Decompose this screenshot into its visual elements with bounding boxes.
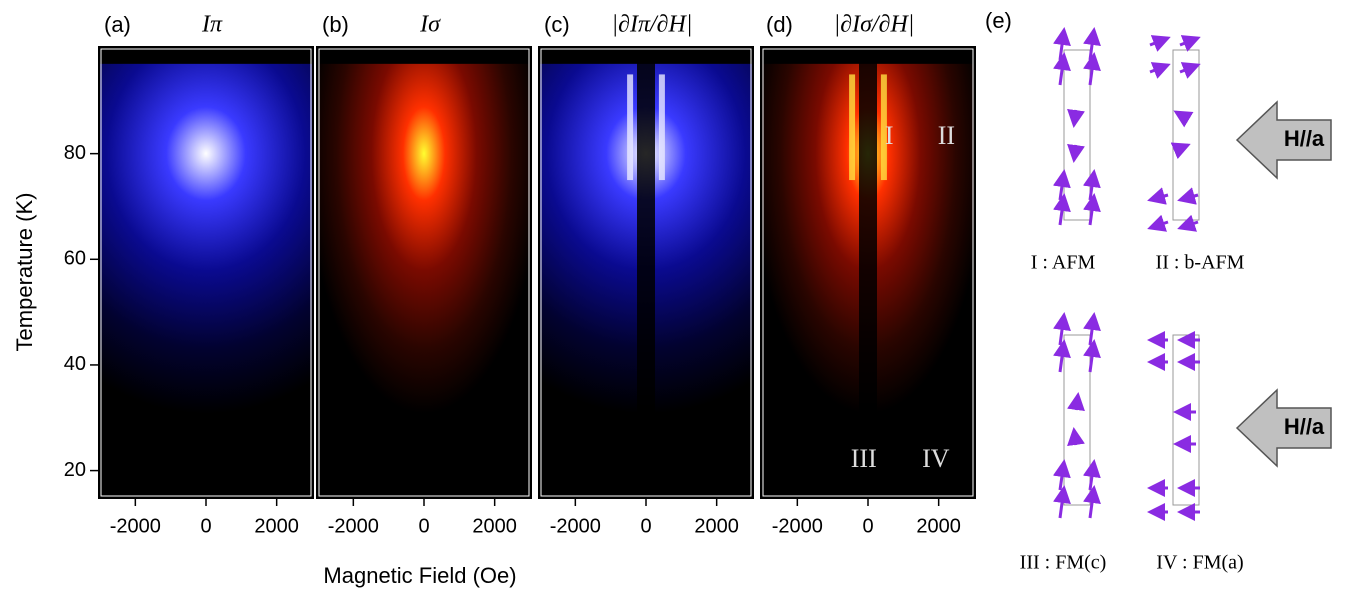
x-tick-label: 2000 bbox=[694, 515, 739, 537]
panel-title: Iσ bbox=[419, 12, 441, 38]
y-tick-label: 20 bbox=[64, 459, 86, 481]
y-axis-label: Temperature (K) bbox=[12, 193, 37, 352]
heatmap-ridge bbox=[627, 74, 634, 181]
heatmap bbox=[318, 63, 530, 498]
x-tick-label: 0 bbox=[640, 515, 651, 537]
field-label: H//a bbox=[1284, 126, 1325, 151]
heatmap-ridge bbox=[880, 74, 887, 181]
heatmap-stripe bbox=[637, 48, 655, 497]
plot-frame-inner bbox=[540, 48, 752, 497]
state-label: III : FM(c) bbox=[1020, 552, 1107, 574]
x-tick-label: 0 bbox=[200, 515, 211, 537]
heatmap-stripe bbox=[859, 48, 877, 497]
state-label: I : AFM bbox=[1031, 252, 1096, 274]
x-tick-label: 0 bbox=[862, 515, 873, 537]
annotation: II bbox=[938, 121, 955, 150]
state-label: II : b-AFM bbox=[1156, 252, 1245, 274]
y-tick-label: 40 bbox=[64, 353, 86, 375]
x-tick-label: 2000 bbox=[254, 515, 299, 537]
panel-label: (a) bbox=[104, 12, 131, 37]
field-label: H//a bbox=[1284, 414, 1325, 439]
panel-label: (d) bbox=[766, 12, 793, 37]
y-tick-label: 80 bbox=[64, 142, 86, 164]
panel-title: |∂Iπ/∂H| bbox=[612, 12, 693, 38]
spins bbox=[1052, 27, 1201, 521]
spin-structures bbox=[1063, 49, 1200, 506]
annotation: III bbox=[851, 444, 877, 473]
panel-label: (e) bbox=[985, 8, 1012, 33]
heatmap-ridge bbox=[849, 74, 856, 181]
x-axis-label: Magnetic Field (Oe) bbox=[323, 563, 516, 588]
annotation: I bbox=[885, 121, 894, 150]
annotation: IV bbox=[922, 444, 950, 473]
x-tick-label: 2000 bbox=[916, 515, 961, 537]
x-tick-label: -2000 bbox=[772, 515, 823, 537]
panel-label: (c) bbox=[544, 12, 570, 37]
panel-label: (b) bbox=[322, 12, 349, 37]
plot-frame-inner bbox=[762, 48, 974, 497]
panel-title: Iπ bbox=[201, 12, 223, 38]
heatmap bbox=[100, 63, 312, 498]
state-label: IV : FM(a) bbox=[1156, 552, 1243, 574]
plot-frame-inner bbox=[318, 48, 530, 497]
y-tick-label: 60 bbox=[64, 248, 86, 270]
x-tick-label: -2000 bbox=[110, 515, 161, 537]
plot-frame-inner bbox=[100, 48, 312, 497]
panel-title: |∂Iσ/∂H| bbox=[834, 12, 915, 38]
x-tick-label: -2000 bbox=[328, 515, 379, 537]
x-tick-label: -2000 bbox=[550, 515, 601, 537]
field-arrows bbox=[1235, 100, 1332, 468]
heatmap-ridge bbox=[658, 74, 665, 181]
x-tick-label: 0 bbox=[418, 515, 429, 537]
x-tick-label: 2000 bbox=[472, 515, 517, 537]
